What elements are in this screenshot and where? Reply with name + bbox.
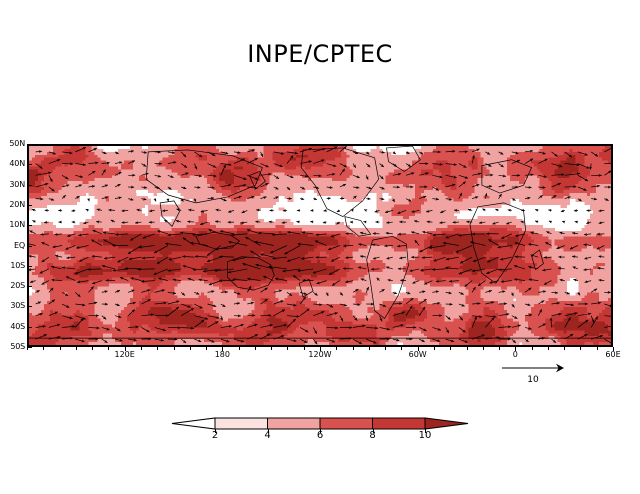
x-minor-tick-mark (564, 347, 566, 350)
y-tick-mark (27, 286, 32, 288)
colorbar-tick-mark (267, 429, 269, 433)
wind-vector-field-plot (29, 146, 611, 345)
plot-area (27, 144, 613, 347)
colorbar-tick-label: 6 (316, 430, 324, 441)
y-tick-mark (27, 306, 32, 308)
x-minor-tick-mark (173, 347, 175, 350)
x-tick-label: 0 (512, 350, 518, 359)
x-minor-tick-mark (336, 347, 338, 350)
x-minor-tick-mark (43, 347, 45, 350)
y-tick-mark (27, 245, 32, 247)
y-tick-label: 10S (10, 260, 25, 270)
colorbar-swatch (267, 417, 321, 430)
x-minor-tick-mark (303, 347, 305, 350)
x-minor-tick-mark (238, 347, 240, 350)
x-minor-tick-mark (547, 347, 549, 350)
x-tick-label: 120W (308, 350, 332, 359)
colorbar-swatches (171, 417, 469, 430)
x-tick-label: 60E (605, 350, 621, 359)
x-minor-tick-mark (124, 347, 126, 350)
x-minor-tick-mark (59, 347, 61, 350)
x-minor-tick-mark (92, 347, 94, 350)
y-tick-label: 10N (9, 220, 25, 230)
colorbar-tick-label: 8 (369, 430, 376, 441)
x-minor-tick-mark (482, 347, 484, 350)
colorbar-over-arrow (424, 417, 469, 430)
y-tick-mark (27, 204, 32, 206)
y-tick-label: 30N (9, 179, 25, 189)
x-minor-tick-mark (189, 347, 191, 350)
x-minor-tick-mark (287, 347, 289, 350)
colorbar (170, 410, 470, 450)
y-tick-mark (27, 144, 32, 145)
colorbar-tick-mark (320, 429, 321, 433)
x-minor-tick-mark (75, 347, 77, 350)
colorbar-tick-label: 2 (211, 430, 219, 441)
colorbar-tick-mark (425, 429, 426, 433)
y-tick-mark (27, 225, 32, 227)
vector-scale-arrow-icon (502, 363, 564, 373)
x-tick-label: 60W (408, 350, 427, 359)
y-tick-mark (27, 265, 32, 267)
x-tick-label: 180 (214, 350, 230, 359)
x-minor-tick-mark (271, 347, 273, 350)
x-minor-tick-mark (466, 347, 468, 350)
colorbar-tick-mark (215, 429, 216, 433)
x-minor-tick-mark (515, 347, 517, 350)
x-minor-tick-mark (450, 347, 452, 350)
x-minor-tick-mark (320, 347, 321, 350)
x-minor-tick-mark (401, 347, 403, 350)
x-tick-label: 120E (114, 350, 135, 359)
x-minor-tick-mark (580, 347, 582, 350)
x-minor-tick-mark (613, 347, 614, 350)
colorbar-tick-label: 4 (264, 430, 271, 441)
colorbar-swatch (372, 417, 426, 430)
x-minor-tick-mark (108, 347, 110, 350)
y-tick-label: 20S (10, 281, 25, 291)
colorbar-swatch (214, 417, 268, 430)
x-minor-tick-mark (385, 347, 387, 350)
y-tick-mark (27, 326, 32, 328)
x-minor-tick-mark (531, 347, 533, 350)
x-minor-tick-mark (499, 347, 501, 350)
page-title: INPE/CPTEC (247, 40, 393, 68)
y-tick-mark (27, 347, 32, 348)
y-tick-label: 20N (9, 199, 25, 209)
y-tick-mark (27, 164, 32, 166)
x-minor-tick-mark (206, 347, 208, 350)
y-tick-label: 30S (10, 301, 25, 311)
x-minor-tick-mark (368, 347, 370, 350)
x-minor-tick-mark (352, 347, 354, 350)
y-tick-label: 40N (9, 159, 25, 169)
colorbar-tick-mark (372, 429, 374, 433)
y-tick-label: 50N (9, 139, 25, 148)
vector-scale-label: 10 (527, 375, 539, 385)
x-minor-tick-mark (254, 347, 256, 350)
x-minor-tick-mark (27, 347, 28, 350)
y-tick-mark (27, 184, 32, 186)
x-minor-tick-mark (222, 347, 224, 350)
x-minor-tick-mark (596, 347, 598, 350)
colorbar-under-arrow (171, 417, 216, 430)
y-tick-label: 40S (10, 321, 25, 331)
colorbar-swatch (319, 417, 373, 430)
y-tick-label: EQ (14, 240, 25, 250)
x-minor-tick-mark (157, 347, 159, 350)
y-axis: 50N 40N 30N 20N 10N EQ 10S 20S 30S 40S 50S (0, 0, 25, 494)
x-minor-tick-mark (140, 347, 142, 350)
x-minor-tick-mark (417, 347, 419, 350)
vector-scale-key: 10 (500, 363, 576, 389)
x-minor-tick-mark (433, 347, 435, 350)
colorbar-tick-label: 10 (418, 430, 432, 441)
y-tick-label: 50S (10, 342, 25, 351)
